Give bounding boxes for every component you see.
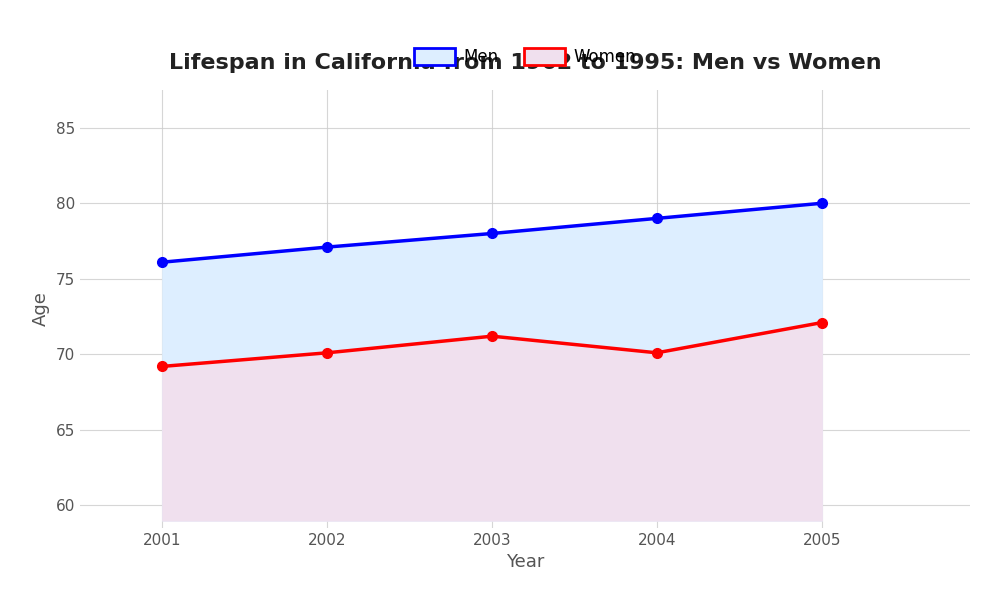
Title: Lifespan in California from 1962 to 1995: Men vs Women: Lifespan in California from 1962 to 1995…: [169, 53, 881, 73]
Y-axis label: Age: Age: [32, 292, 50, 326]
Legend: Men, Women: Men, Women: [407, 41, 643, 73]
X-axis label: Year: Year: [506, 553, 544, 571]
